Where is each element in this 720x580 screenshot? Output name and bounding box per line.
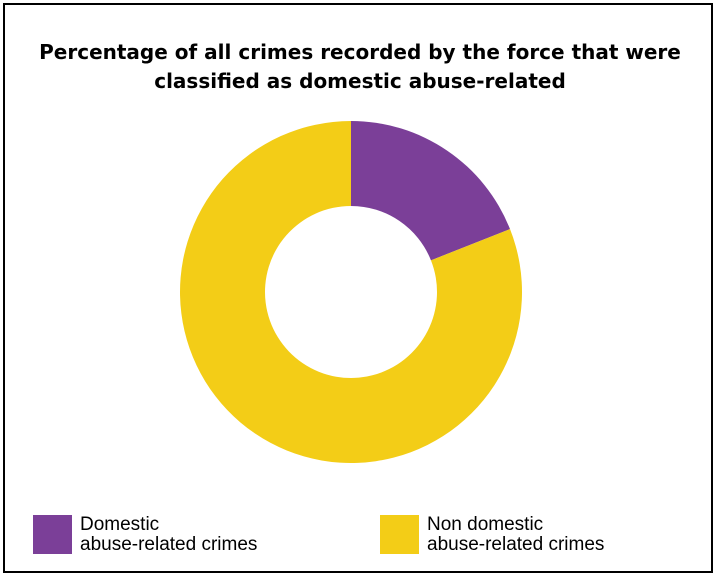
legend-label-non-domestic: Non domestic abuse-related crimes [427, 515, 667, 555]
donut-slice-domestic [351, 121, 510, 261]
donut-slices [180, 120, 522, 463]
legend-item-domestic: Domestic abuse-related crimes [33, 515, 320, 555]
legend-item-non-domestic: Non domestic abuse-related crimes [380, 515, 667, 555]
legend-swatch-non-domestic [380, 515, 419, 554]
chart-title: Percentage of all crimes recorded by the… [39, 40, 681, 93]
legend-swatch-domestic [33, 515, 72, 554]
chart-frame [3, 3, 713, 573]
legend-label-domestic-line1: Domestic [80, 514, 160, 535]
legend-label-domestic: Domestic abuse-related crimes [80, 515, 320, 555]
legend-label-domestic-line2: abuse-related crimes [80, 534, 258, 555]
legend-label-non-domestic-line1: Non domestic [427, 514, 544, 535]
legend-label-non-domestic-line2: abuse-related crimes [427, 534, 605, 555]
donut-slice-non-domestic [180, 120, 522, 463]
